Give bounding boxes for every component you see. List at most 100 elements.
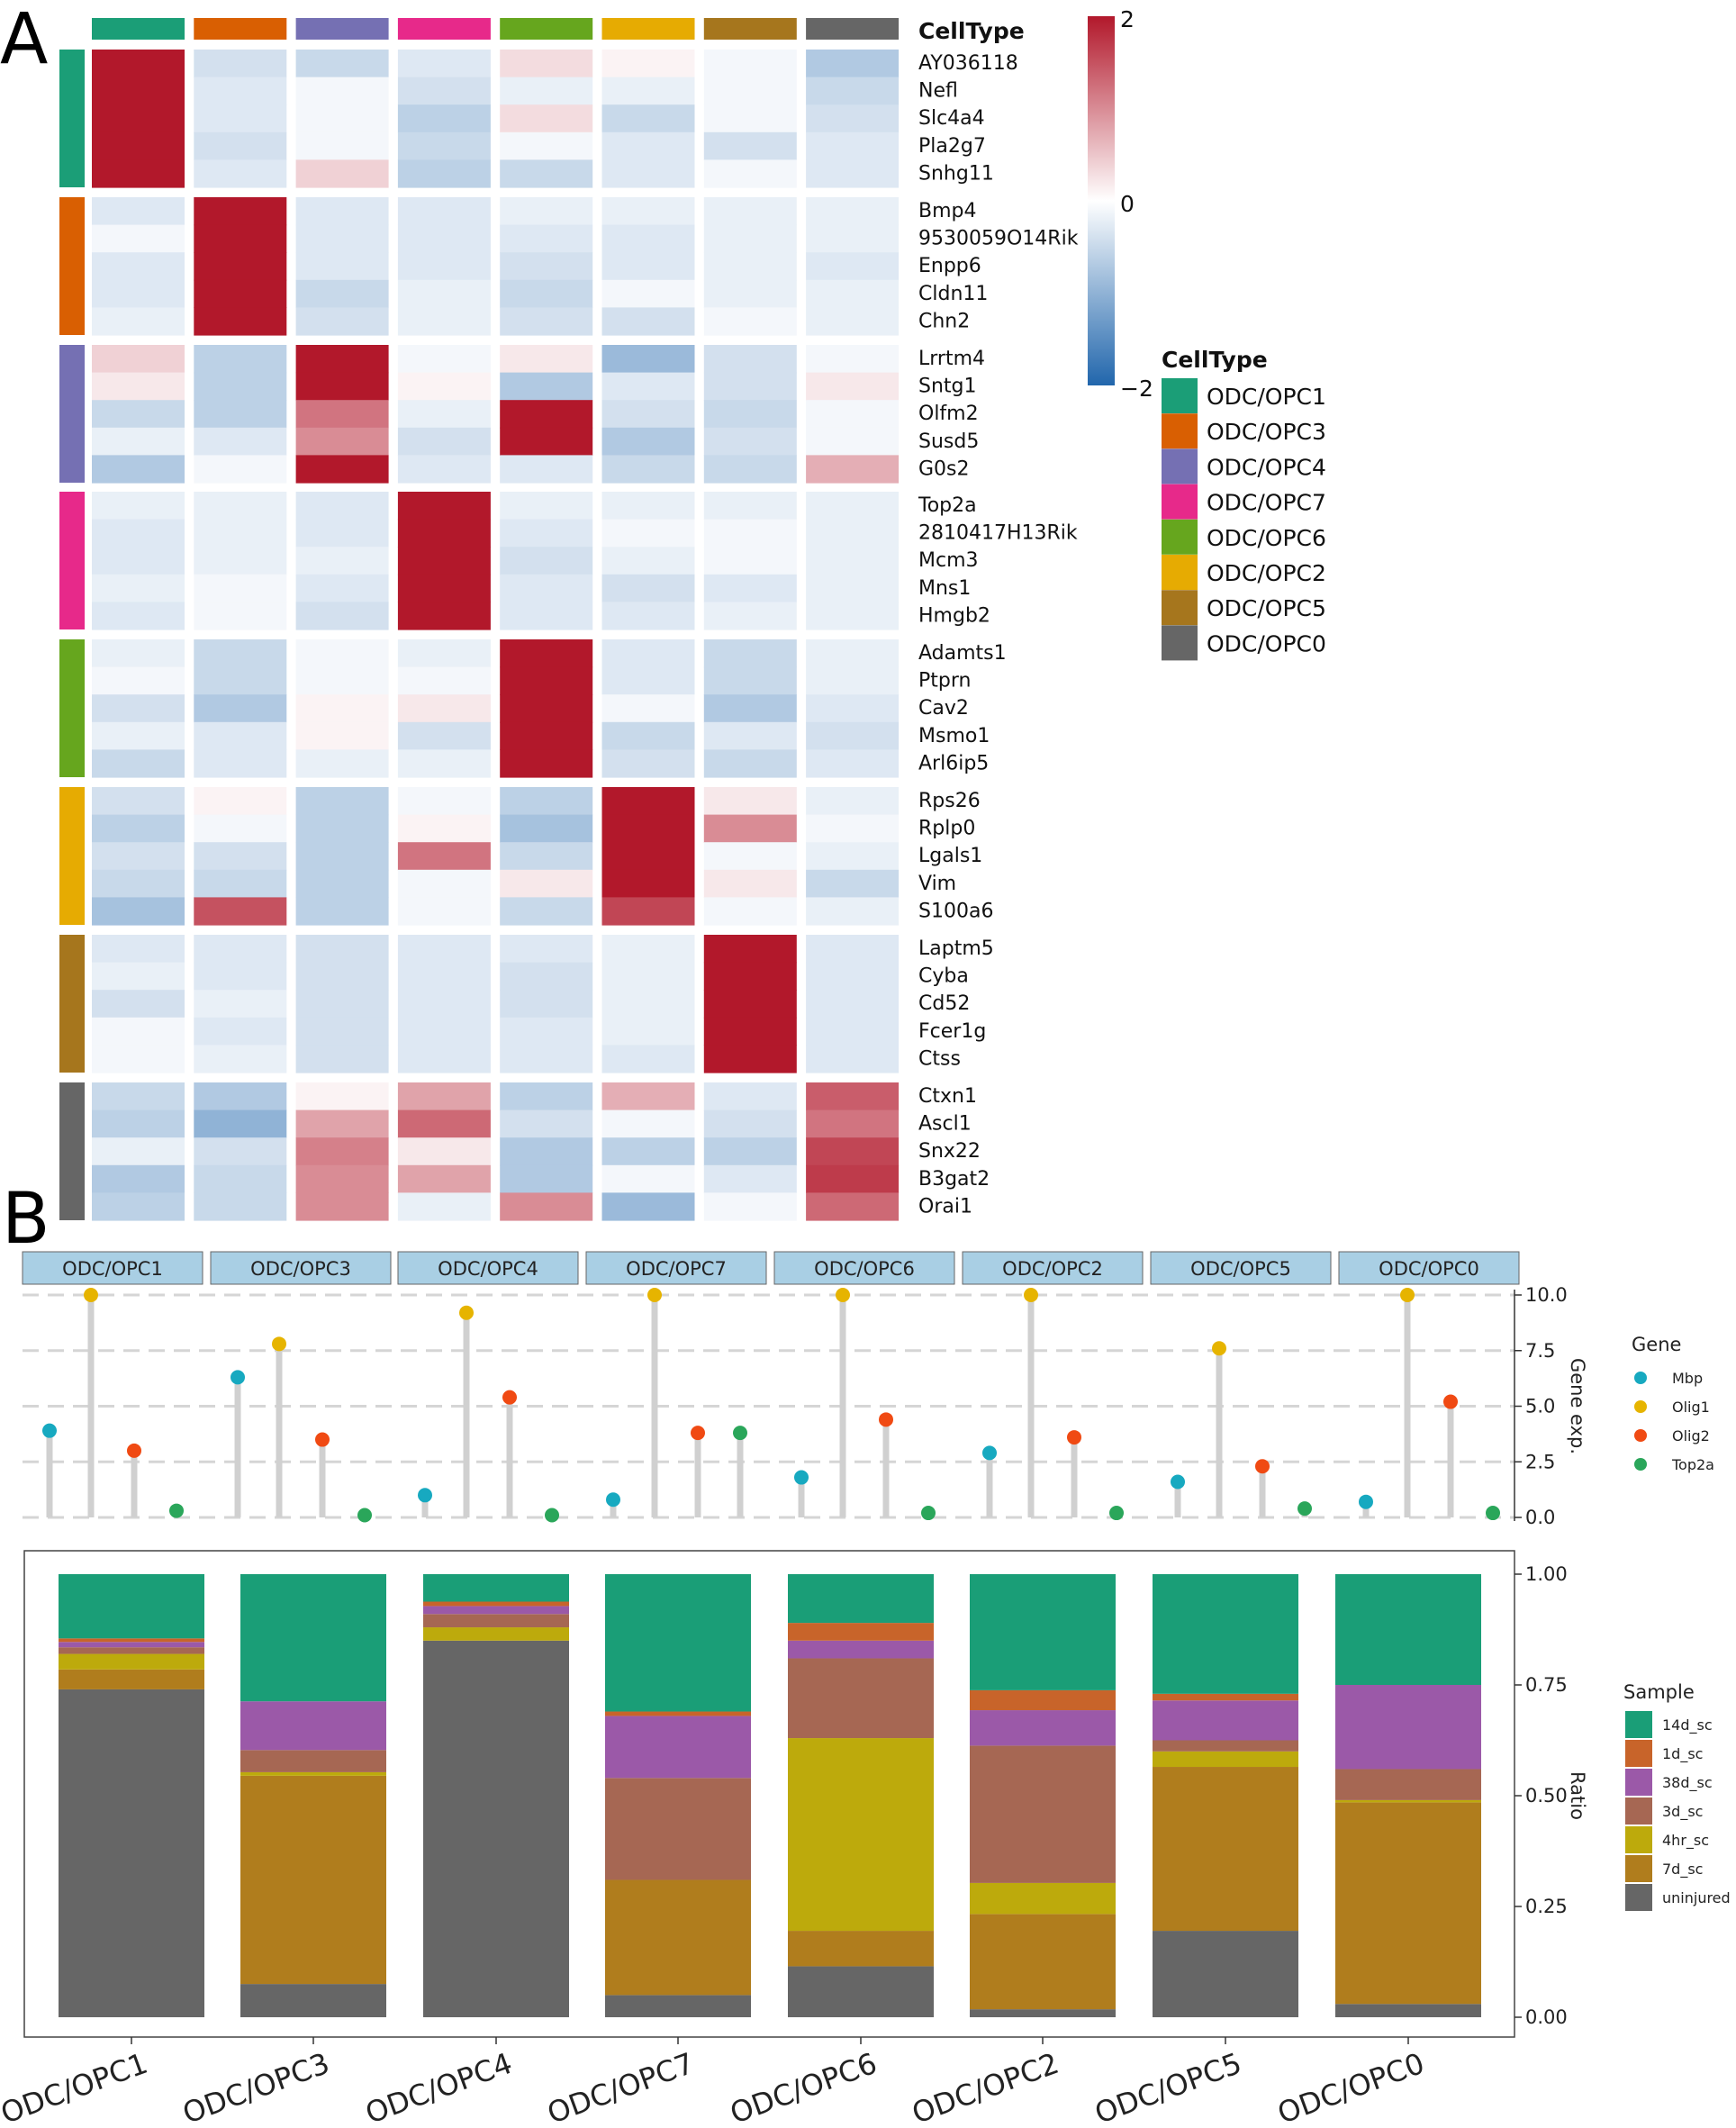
heatmap-cell xyxy=(295,1164,389,1193)
lollipop-point-olig2 xyxy=(691,1426,705,1441)
heatmap-cell xyxy=(601,935,695,964)
bar-segment-4hr-sc xyxy=(970,1882,1116,1915)
heatmap-cell xyxy=(295,602,389,630)
lollipop-point-mbp xyxy=(982,1445,997,1461)
heatmap-cell xyxy=(703,639,797,668)
heatmap-cell xyxy=(194,787,287,816)
heatmap-cell xyxy=(500,1082,593,1111)
row-annotation-odc-opc3 xyxy=(59,197,85,335)
heatmap-cell xyxy=(806,345,900,374)
legend-swatch-odc-opc7 xyxy=(1162,484,1198,520)
heatmap-cell xyxy=(194,1137,287,1166)
heatmap-cell xyxy=(92,159,185,188)
heatmap-cell xyxy=(397,224,491,253)
heatmap-cell xyxy=(500,197,593,226)
heatmap-cell xyxy=(194,1045,287,1073)
heatmap-cell xyxy=(194,842,287,871)
bar-segment-3d-sc xyxy=(1153,1740,1298,1752)
heatmap-cell xyxy=(601,427,695,456)
heatmap-cell xyxy=(397,159,491,188)
heatmap-cell xyxy=(601,1164,695,1193)
heatmap-cell xyxy=(194,252,287,281)
heatmap-cell xyxy=(703,197,797,226)
heatmap-cell xyxy=(194,1109,287,1138)
strip-label-odc-opc7: ODC/OPC7 xyxy=(626,1258,727,1280)
heatmap-cell xyxy=(806,721,900,750)
heatmap-cell xyxy=(703,721,797,750)
bar-segment-7d-sc xyxy=(59,1669,204,1689)
colorbar xyxy=(1088,16,1115,385)
heatmap-cell xyxy=(92,962,185,991)
heatmap-cell xyxy=(601,842,695,871)
heatmap-cell xyxy=(601,307,695,336)
heatmap-cell xyxy=(806,224,900,253)
heatmap-cell xyxy=(397,694,491,723)
y-tick-label: 0.00 xyxy=(1525,2006,1568,2028)
heatmap-cell xyxy=(703,869,797,898)
sample-legend-label-uninjured: uninjured xyxy=(1662,1889,1731,1906)
legend-label-odc-opc4: ODC/OPC4 xyxy=(1207,454,1326,480)
heatmap-cell xyxy=(295,1137,389,1166)
heatmap-cell xyxy=(397,935,491,964)
heatmap-cell xyxy=(601,1192,695,1221)
heatmap-cell xyxy=(500,50,593,78)
heatmap-cell xyxy=(92,574,185,602)
heatmap-cell xyxy=(806,252,900,281)
bar-segment-uninjured xyxy=(1153,1931,1298,2017)
heatmap-cell xyxy=(92,602,185,630)
gene-label-b3gat2: B3gat2 xyxy=(918,1168,990,1191)
lollipop-point-mbp xyxy=(794,1470,809,1485)
heatmap-cell xyxy=(601,131,695,160)
colorbar-tick-label: −2 xyxy=(1120,376,1153,402)
bar-segment-7d-sc xyxy=(970,1914,1116,2010)
heatmap-cell xyxy=(295,427,389,456)
heatmap-cell xyxy=(194,1082,287,1111)
heatmap-cell xyxy=(397,574,491,602)
bar-segment-38d-sc xyxy=(1153,1700,1298,1741)
heatmap-cell xyxy=(806,935,900,964)
lollipop-point-olig2 xyxy=(315,1432,330,1447)
lollipop-point-olig2 xyxy=(1443,1394,1458,1409)
heatmap-cell xyxy=(92,1137,185,1166)
bar-segment-14d-sc xyxy=(59,1574,204,1639)
gene-label-enpp6: Enpp6 xyxy=(918,255,981,277)
heatmap-cell xyxy=(295,492,389,521)
heatmap-cell xyxy=(295,666,389,695)
lollipop-point-olig2 xyxy=(879,1412,893,1427)
bar-segment-3d-sc xyxy=(59,1647,204,1654)
bar-segment-38d-sc xyxy=(1335,1685,1481,1770)
heatmap-cell xyxy=(703,842,797,871)
heatmap-cell xyxy=(397,962,491,991)
heatmap-cell xyxy=(806,50,900,78)
heatmap-cell xyxy=(703,104,797,133)
heatmap-cell xyxy=(397,602,491,630)
legend-label-odc-opc0: ODC/OPC0 xyxy=(1207,630,1326,657)
gene-legend-dot-olig1 xyxy=(1634,1400,1647,1413)
heatmap-cell xyxy=(601,224,695,253)
heatmap-cell xyxy=(194,197,287,226)
y-axis-title: Gene exp. xyxy=(1567,1358,1588,1454)
heatmap-cell xyxy=(92,1045,185,1073)
heatmap-cell xyxy=(92,897,185,926)
y-tick-label: 0.25 xyxy=(1525,1896,1568,1917)
row-annotation-odc-opc7 xyxy=(59,492,85,629)
y-tick-label: 10.0 xyxy=(1525,1284,1568,1306)
heatmap-cell xyxy=(295,721,389,750)
heatmap-cell xyxy=(194,897,287,926)
legend-swatch-odc-opc1 xyxy=(1162,378,1198,413)
heatmap-cell xyxy=(703,1045,797,1073)
heatmap-cell xyxy=(703,1017,797,1046)
heatmap-cell xyxy=(806,197,900,226)
heatmap-cell xyxy=(601,159,695,188)
heatmap-cell xyxy=(295,935,389,964)
gene-label-bmp4: Bmp4 xyxy=(918,200,977,222)
heatmap-cell xyxy=(397,279,491,308)
heatmap-cell xyxy=(500,1045,593,1073)
heatmap-cell xyxy=(806,104,900,133)
heatmap-cell xyxy=(92,131,185,160)
heatmap-cell xyxy=(397,547,491,575)
heatmap-cell xyxy=(806,694,900,723)
heatmap-cell xyxy=(601,372,695,401)
heatmap-cell xyxy=(92,1017,185,1046)
y-tick-label: 1.00 xyxy=(1525,1563,1568,1585)
